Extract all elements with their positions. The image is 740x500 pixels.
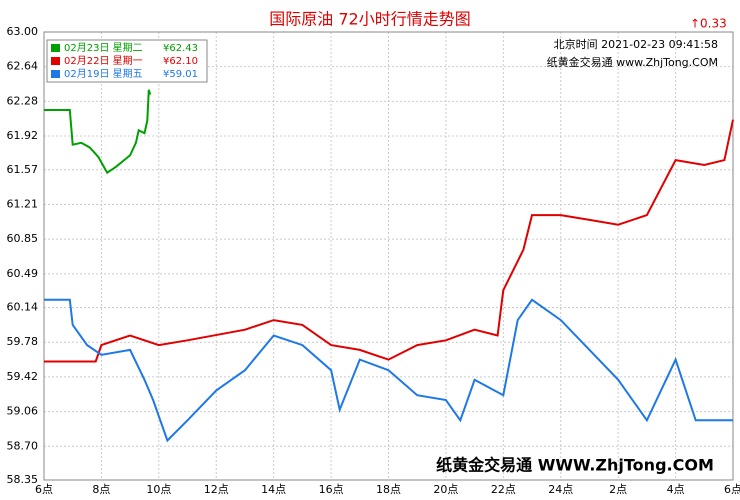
series-line bbox=[44, 119, 734, 363]
y-tick-label: 58.35 bbox=[7, 473, 39, 486]
y-tick-label: 61.92 bbox=[7, 129, 39, 142]
watermark: 纸黄金交易通 WWW.ZhjTong.COM bbox=[436, 456, 714, 475]
y-tick-label: 61.21 bbox=[7, 197, 39, 210]
x-tick-label: 12点 bbox=[204, 483, 229, 496]
x-tick-label: 24点 bbox=[548, 483, 573, 496]
y-tick-label: 63.00 bbox=[7, 25, 39, 38]
series-line bbox=[44, 89, 152, 175]
x-tick-label: 6点 bbox=[724, 483, 740, 496]
y-tick-label: 59.78 bbox=[7, 335, 39, 348]
y-tick-label: 60.85 bbox=[7, 232, 39, 245]
x-tick-label: 20点 bbox=[433, 483, 458, 496]
legend-price: ¥59.01 bbox=[163, 69, 198, 80]
series-line bbox=[44, 298, 733, 443]
x-tick-label: 2点 bbox=[609, 483, 627, 496]
legend-swatch bbox=[51, 57, 60, 65]
change-value: 0.33 bbox=[700, 17, 727, 31]
x-tick-label: 4点 bbox=[667, 483, 685, 496]
y-tick-label: 59.06 bbox=[7, 405, 39, 418]
x-tick-label: 18点 bbox=[376, 483, 401, 496]
x-tick-label: 6点 bbox=[35, 483, 53, 496]
legend-swatch bbox=[51, 70, 60, 78]
legend-name: 02月19日 星期五 bbox=[64, 68, 143, 80]
legend-name: 02月23日 星期二 bbox=[64, 42, 143, 54]
legend-price: ¥62.10 bbox=[163, 56, 198, 67]
legend-price: ¥62.43 bbox=[163, 43, 198, 54]
legend-box bbox=[46, 39, 208, 83]
y-tick-label: 62.64 bbox=[7, 60, 39, 73]
y-tick-label: 58.70 bbox=[7, 439, 39, 452]
x-tick-label: 22点 bbox=[491, 483, 516, 496]
info-time: 北京时间 2021-02-23 09:41:58 bbox=[554, 37, 718, 51]
chart-title: 国际原油 72小时行情走势图 bbox=[269, 10, 470, 29]
y-tick-label: 60.14 bbox=[7, 301, 39, 314]
legend-swatch bbox=[51, 44, 60, 52]
x-tick-label: 8点 bbox=[92, 483, 110, 496]
y-tick-label: 59.42 bbox=[7, 370, 39, 383]
info-site: 纸黄金交易通 www.ZhjTong.COM bbox=[547, 55, 718, 69]
plot-border bbox=[43, 31, 734, 481]
x-tick-label: 16点 bbox=[319, 483, 344, 496]
y-tick-label: 61.57 bbox=[7, 163, 39, 176]
y-tick-label: 62.28 bbox=[7, 94, 39, 107]
arrow-icon: ↑ bbox=[690, 17, 700, 31]
y-tick-label: 60.49 bbox=[7, 267, 39, 280]
legend-name: 02月22日 星期一 bbox=[64, 55, 143, 67]
x-tick-label: 14点 bbox=[261, 483, 286, 496]
x-tick-label: 10点 bbox=[146, 483, 171, 496]
